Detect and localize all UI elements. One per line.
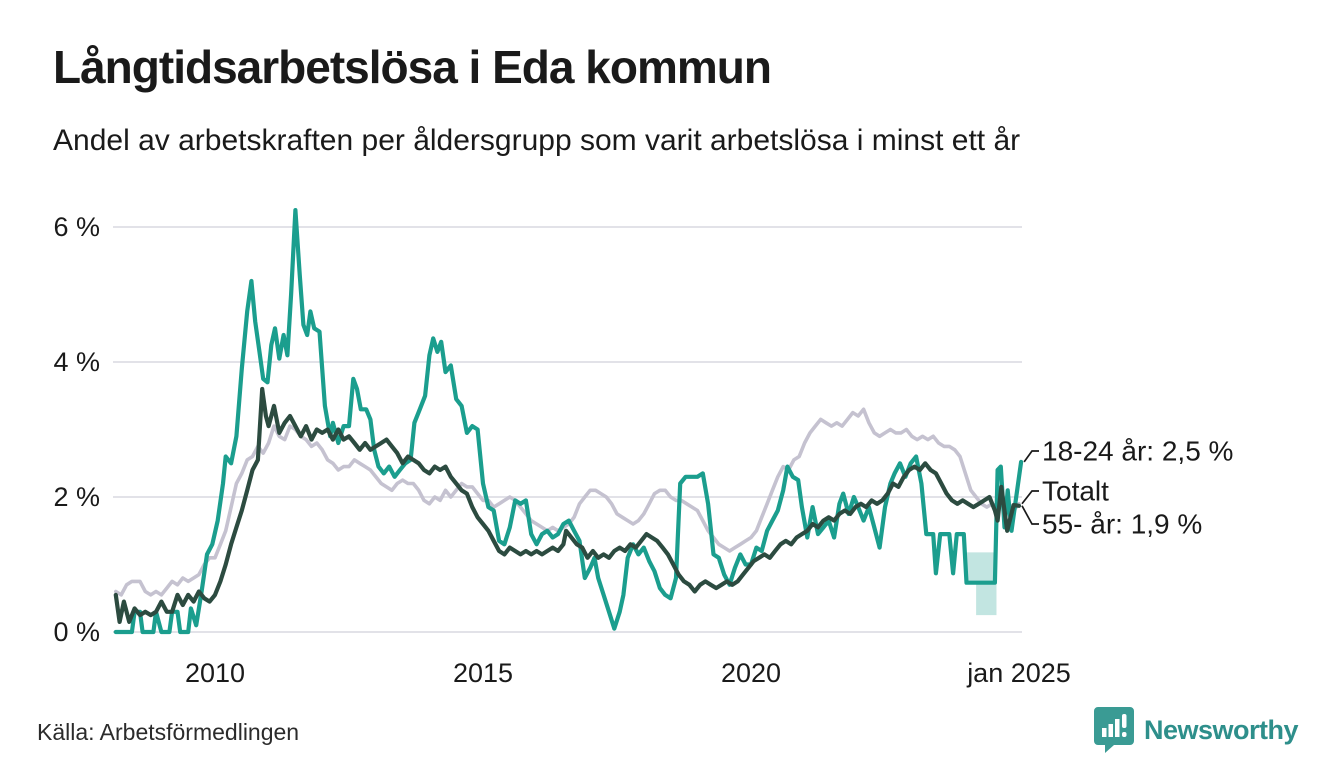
series-end-label: Totalt <box>1042 476 1109 507</box>
x-tick-label: 2010 <box>185 658 245 688</box>
y-tick-label: 0 % <box>53 617 100 647</box>
series-end-label: 18-24 år: 2,5 % <box>1042 436 1233 467</box>
y-tick-label: 2 % <box>53 482 100 512</box>
newsworthy-logo-text: Newsworthy <box>1143 714 1299 745</box>
source-note: Källa: Arbetsförmedlingen <box>37 719 300 745</box>
bar-chart-bubble-icon <box>1093 707 1134 753</box>
leader-line <box>1021 505 1039 525</box>
x-tick-label: 2015 <box>453 658 513 688</box>
y-tick-label: 4 % <box>53 347 100 377</box>
page-title: Långtidsarbetslösa i Eda kommun <box>53 41 772 93</box>
leader-line <box>1021 490 1039 505</box>
page-subtitle: Andel av arbetskraften per åldersgrupp s… <box>53 124 1021 157</box>
series-line-18-24-r <box>113 208 1024 635</box>
leader-line <box>1023 450 1039 463</box>
x-tick-label: jan 2025 <box>966 658 1071 688</box>
series-line-55-r <box>113 386 1022 625</box>
series-end-label: 55- år: 1,9 % <box>1042 509 1202 540</box>
y-tick-label: 6 % <box>53 212 100 242</box>
x-tick-label: 2020 <box>721 658 781 688</box>
newsworthy-logo: Newsworthy <box>1093 706 1299 754</box>
